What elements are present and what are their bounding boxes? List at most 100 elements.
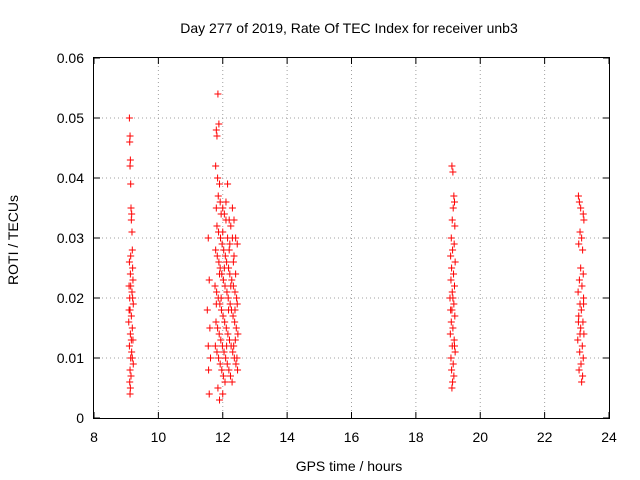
chart-title: Day 277 of 2019, Rate Of TEC Index for r… bbox=[180, 20, 518, 36]
data-point bbox=[451, 198, 458, 206]
data-point bbox=[217, 336, 225, 344]
data-point bbox=[226, 372, 234, 380]
data-point bbox=[224, 294, 232, 302]
data-point bbox=[205, 390, 213, 398]
data-point bbox=[219, 228, 227, 236]
data-point bbox=[451, 348, 459, 356]
data-point bbox=[211, 282, 219, 290]
data-point bbox=[450, 270, 458, 278]
data-point bbox=[450, 240, 458, 248]
data-point bbox=[215, 354, 223, 362]
data-point bbox=[221, 378, 229, 386]
data-point bbox=[450, 300, 458, 308]
data-point bbox=[449, 294, 457, 302]
data-point bbox=[225, 246, 233, 254]
data-point bbox=[448, 288, 456, 296]
data-point bbox=[574, 318, 582, 326]
data-point bbox=[125, 258, 133, 266]
data-point bbox=[577, 324, 585, 332]
data-point bbox=[220, 210, 228, 218]
data-point bbox=[577, 204, 585, 212]
data-point bbox=[232, 270, 240, 278]
data-point bbox=[233, 294, 241, 302]
data-point bbox=[214, 384, 222, 392]
data-point bbox=[206, 324, 214, 332]
data-point bbox=[579, 246, 587, 254]
data-point bbox=[212, 318, 220, 326]
data-point bbox=[230, 342, 238, 350]
data-point bbox=[447, 276, 455, 284]
data-point bbox=[228, 276, 236, 284]
data-point bbox=[219, 312, 227, 320]
grid bbox=[94, 58, 609, 418]
data-point bbox=[129, 294, 137, 302]
data-point bbox=[221, 252, 229, 260]
data-point bbox=[449, 324, 457, 332]
data-point bbox=[449, 246, 457, 254]
x-axis-label: GPS time / hours bbox=[296, 458, 403, 474]
data-point bbox=[231, 288, 239, 296]
data-point bbox=[213, 222, 221, 230]
data-point bbox=[125, 306, 133, 314]
data-point bbox=[222, 354, 230, 362]
y-axis-label: ROTI / TECUs bbox=[5, 195, 21, 285]
x-tick-label: 8 bbox=[90, 429, 98, 445]
data-point bbox=[580, 216, 588, 224]
data-point bbox=[126, 132, 134, 140]
data-point bbox=[222, 324, 230, 332]
data-point bbox=[578, 342, 586, 350]
data-point bbox=[229, 312, 237, 320]
data-point bbox=[127, 180, 135, 188]
data-point bbox=[447, 234, 455, 242]
data-point bbox=[212, 162, 220, 170]
data-point bbox=[128, 354, 136, 362]
data-point bbox=[204, 342, 212, 350]
data-point bbox=[233, 354, 241, 362]
data-point bbox=[125, 342, 133, 350]
data-point bbox=[214, 324, 222, 332]
data-point bbox=[216, 234, 224, 242]
data-point bbox=[213, 348, 221, 356]
x-tick-label: 24 bbox=[601, 429, 617, 445]
data-point bbox=[128, 288, 136, 296]
data-point bbox=[217, 294, 225, 302]
data-point bbox=[223, 288, 231, 296]
data-point bbox=[129, 264, 137, 272]
data-point bbox=[205, 276, 213, 284]
data-point bbox=[218, 366, 226, 374]
data-point bbox=[127, 282, 135, 290]
data-point bbox=[125, 114, 133, 122]
data-point bbox=[129, 360, 137, 368]
data-point bbox=[214, 174, 222, 182]
data-point bbox=[451, 282, 458, 290]
data-point bbox=[215, 258, 223, 266]
data-point bbox=[447, 354, 455, 362]
data-point bbox=[212, 126, 220, 134]
data-point bbox=[225, 366, 233, 374]
x-tick-label: 20 bbox=[472, 429, 488, 445]
data-point bbox=[576, 348, 584, 356]
data-point bbox=[203, 306, 211, 314]
data-point bbox=[232, 324, 240, 332]
data-point bbox=[229, 348, 237, 356]
data-point bbox=[216, 270, 224, 278]
data-point bbox=[127, 312, 135, 320]
data-point bbox=[215, 120, 223, 128]
data-point bbox=[127, 204, 135, 212]
data-point bbox=[204, 234, 212, 242]
data-point bbox=[233, 240, 241, 248]
y-tick-label: 0.05 bbox=[57, 110, 84, 126]
data-point bbox=[576, 228, 584, 236]
data-point bbox=[222, 216, 230, 224]
data-point bbox=[128, 228, 136, 236]
data-point bbox=[126, 138, 134, 146]
data-point bbox=[234, 330, 242, 338]
data-point bbox=[448, 264, 456, 272]
data-point bbox=[450, 372, 458, 380]
data-point bbox=[211, 342, 219, 350]
data-point bbox=[227, 282, 235, 290]
data-point bbox=[223, 258, 231, 266]
data-point bbox=[575, 240, 583, 248]
data-point bbox=[126, 378, 134, 386]
